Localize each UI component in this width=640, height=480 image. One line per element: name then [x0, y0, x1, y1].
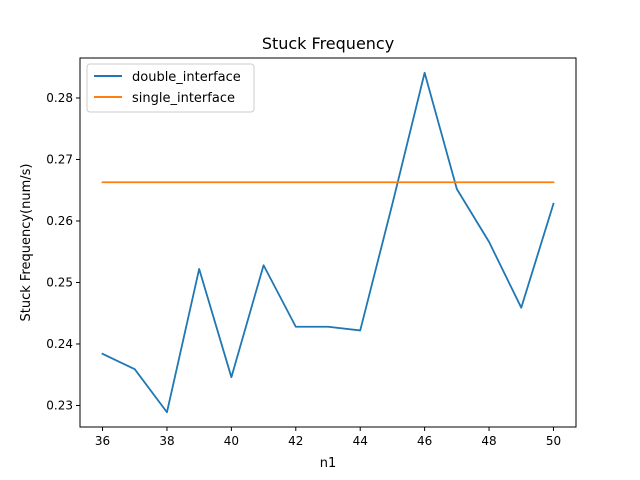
legend-label-double-interface: double_interface: [132, 70, 241, 85]
y-tick-label: 0.28: [46, 91, 73, 105]
series-lines: [101, 71, 555, 414]
legend-label-single-interface: single_interface: [132, 91, 235, 106]
x-axis-ticks: 36 38 40 42 44 46 48 50: [95, 427, 561, 448]
y-tick-label: 0.26: [46, 214, 73, 228]
y-axis-label: Stuck Frequency(num/s): [19, 164, 34, 322]
x-tick-label: 46: [417, 434, 432, 448]
x-tick-label: 38: [159, 434, 174, 448]
y-tick-label: 0.27: [46, 152, 73, 166]
series-line-double-interface: [101, 71, 555, 414]
legend: double_interface single_interface: [86, 63, 255, 113]
y-tick-label: 0.24: [46, 337, 73, 351]
x-tick-label: 36: [95, 434, 110, 448]
plot-frame: [79, 57, 577, 428]
x-tick-label: 40: [224, 434, 239, 448]
x-tick-label: 48: [481, 434, 496, 448]
y-axis-ticks: 0.23 0.24 0.25 0.26 0.27 0.28: [46, 91, 80, 412]
y-tick-label: 0.25: [46, 275, 73, 289]
legend-box: [86, 63, 255, 113]
x-tick-label: 50: [546, 434, 561, 448]
x-axis-label: n1: [320, 456, 337, 471]
x-tick-label: 42: [288, 434, 303, 448]
chart-title: Stuck Frequency: [262, 34, 394, 53]
plot-area: [80, 58, 576, 427]
x-tick-label: 44: [353, 434, 368, 448]
y-tick-label: 0.23: [46, 398, 73, 412]
